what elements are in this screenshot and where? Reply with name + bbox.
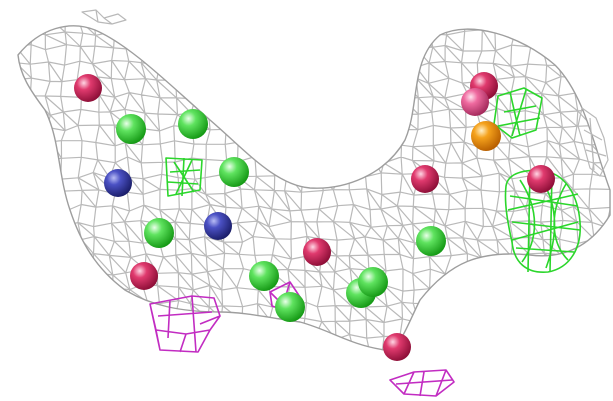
atom-spheres [74, 72, 555, 361]
atom-sphere-orange[interactable] [471, 121, 501, 151]
atom-sphere-green[interactable] [144, 218, 174, 248]
atom-sphere-green[interactable] [275, 292, 305, 322]
atom-sphere-blue[interactable] [104, 169, 132, 197]
atom-sphere-crimson[interactable] [411, 165, 439, 193]
atom-sphere-green[interactable] [249, 261, 279, 291]
green-pharmacophore-cage[interactable] [493, 87, 543, 139]
atom-sphere-green[interactable] [178, 109, 208, 139]
magenta-pharmacophore-cage[interactable] [389, 369, 455, 397]
atom-sphere-crimson[interactable] [303, 238, 331, 266]
atom-sphere-blue[interactable] [204, 212, 232, 240]
green-pharmacophore-cage[interactable] [165, 157, 203, 197]
atom-sphere-green[interactable] [116, 114, 146, 144]
atom-sphere-pink[interactable] [461, 88, 489, 116]
mesh-outline [17, 25, 611, 351]
atom-sphere-green[interactable] [358, 267, 388, 297]
atom-sphere-green[interactable] [219, 157, 249, 187]
magenta-pharmacophore-cage[interactable] [149, 295, 221, 353]
mesh-fragment [81, 9, 127, 25]
atom-sphere-crimson[interactable] [130, 262, 158, 290]
mesh-fragment-right [577, 107, 609, 177]
atom-sphere-crimson[interactable] [527, 165, 555, 193]
atom-sphere-crimson[interactable] [74, 74, 102, 102]
atom-sphere-green[interactable] [416, 226, 446, 256]
atom-sphere-crimson[interactable] [383, 333, 411, 361]
